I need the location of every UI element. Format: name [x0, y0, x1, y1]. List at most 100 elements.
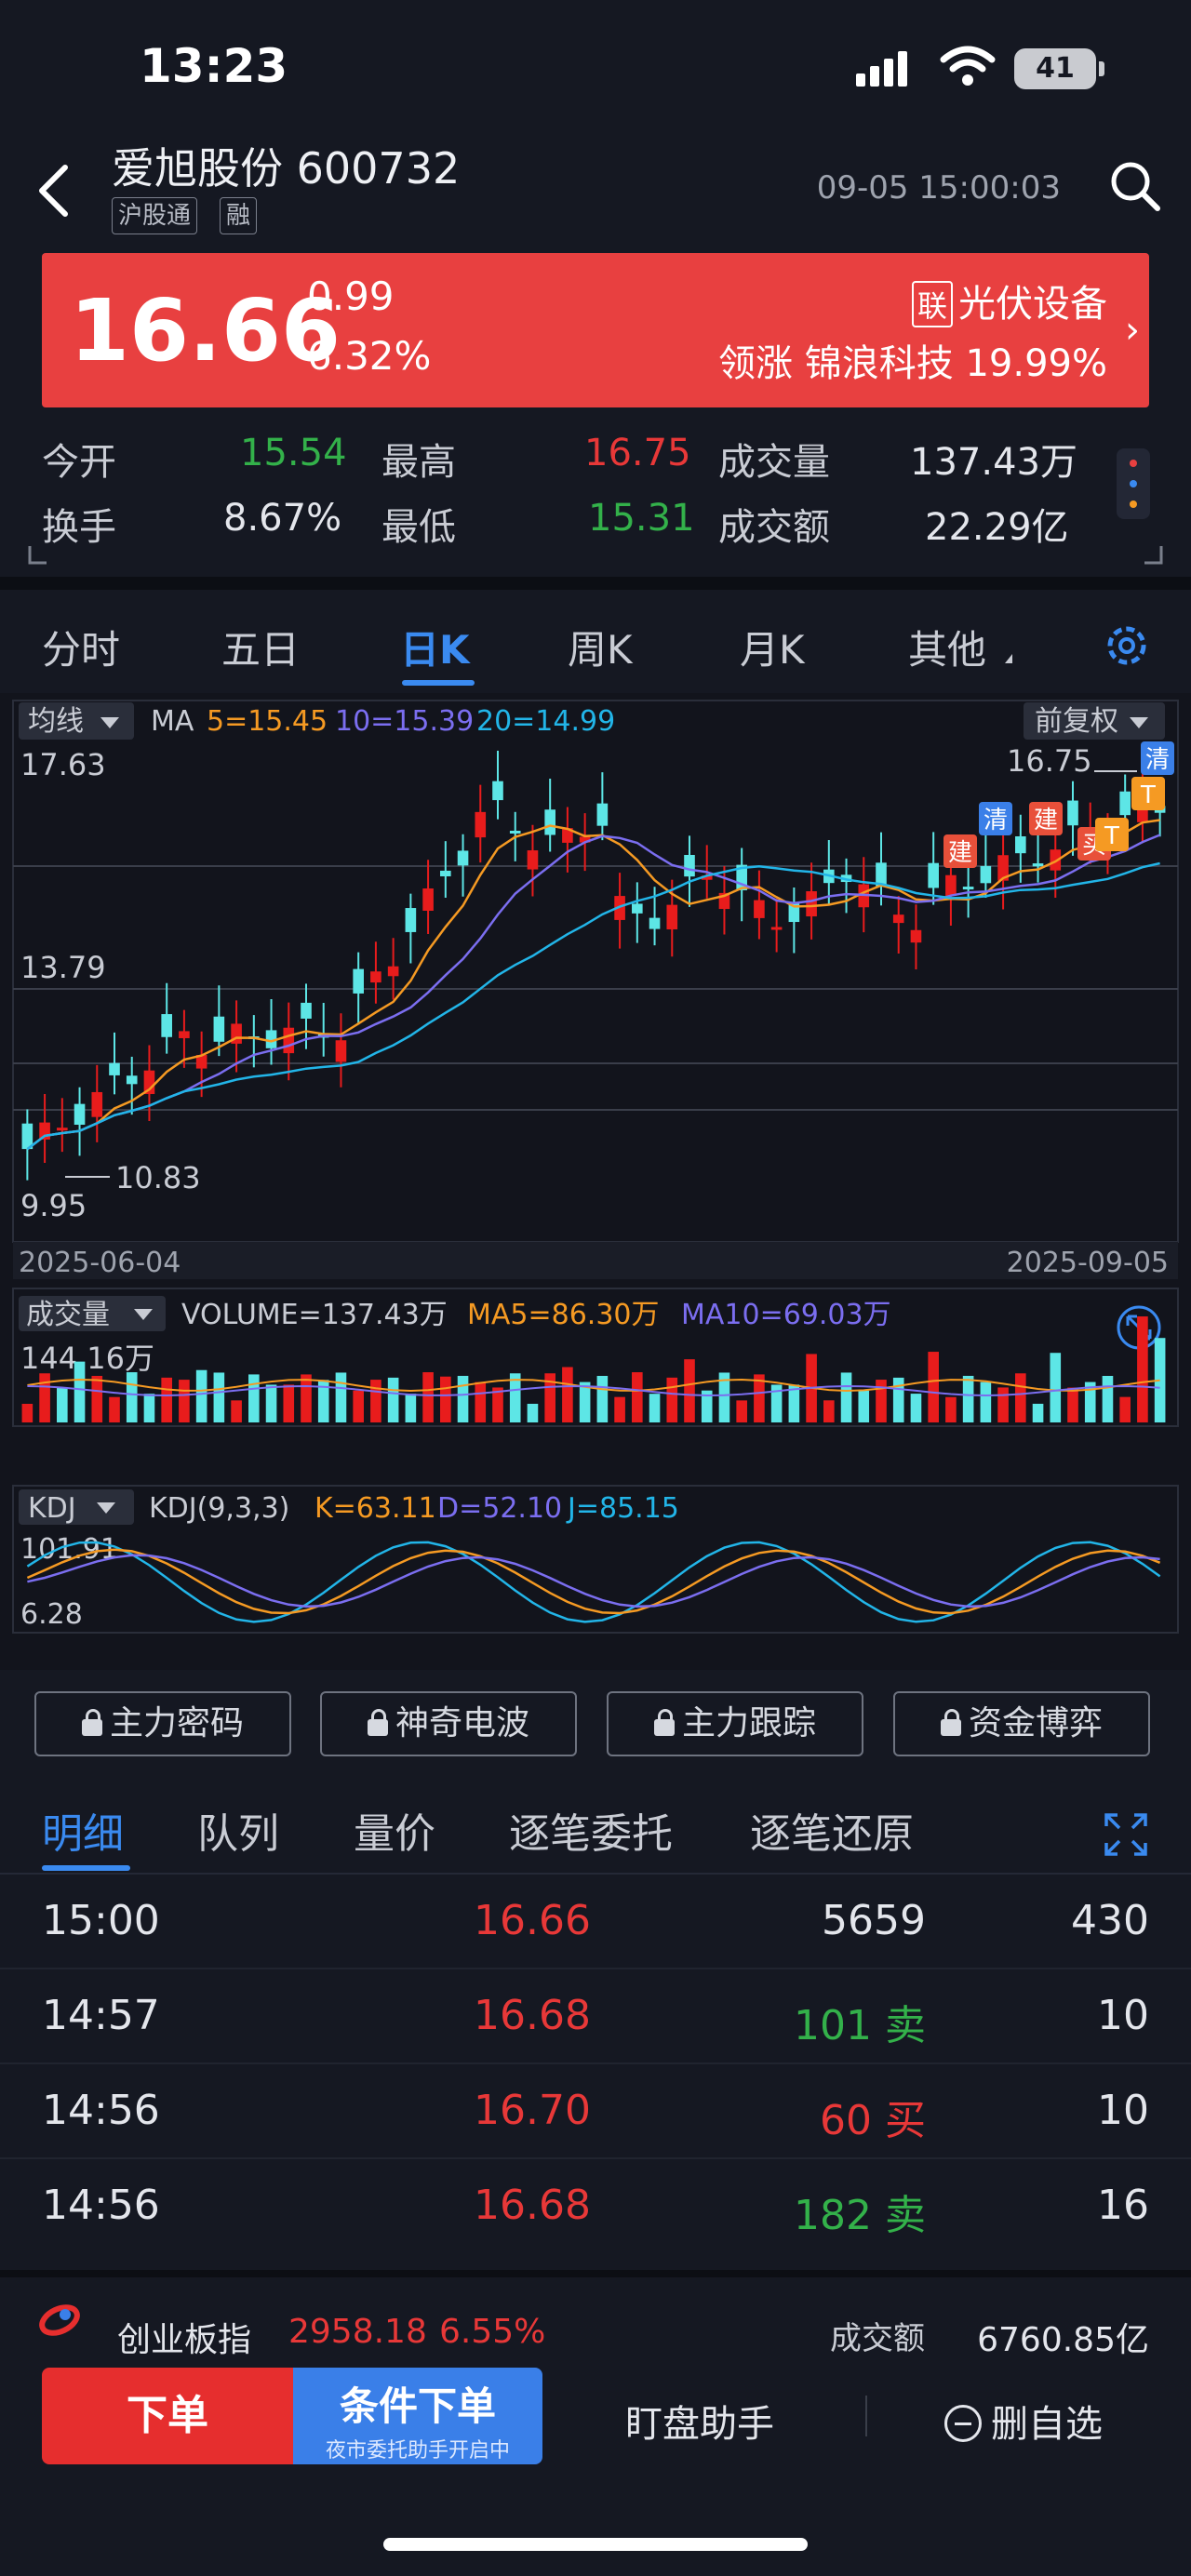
kdj-selector[interactable]	[19, 1489, 134, 1525]
divider	[0, 2270, 1191, 2277]
tab-queue[interactable]: 队列	[197, 1810, 279, 1858]
magic-wave-label: 神奇电波	[395, 1704, 529, 1742]
tab-weekly-k[interactable]: 周K	[568, 627, 633, 673]
candle	[579, 836, 591, 843]
volume-bar	[109, 1396, 120, 1422]
volume-selector[interactable]	[19, 1296, 166, 1331]
last-price: 16.66	[70, 281, 341, 380]
candle	[475, 811, 487, 838]
volume-bar	[649, 1394, 661, 1422]
volume-bar	[475, 1381, 487, 1422]
candle	[527, 850, 539, 870]
volume-bar	[754, 1374, 765, 1422]
main-force-code-button[interactable]: 主力密码	[34, 1691, 291, 1756]
tab-daily-k[interactable]: 日K	[400, 627, 470, 673]
candle	[457, 850, 469, 866]
tab-tick-replay[interactable]: 逐笔还原	[750, 1810, 914, 1858]
lock-icon	[940, 1709, 961, 1736]
adjust-selector[interactable]	[1024, 702, 1165, 740]
collapse-corners[interactable]	[28, 544, 1163, 572]
expand-icon[interactable]	[1103, 1811, 1149, 1858]
trade-count: 10	[1097, 1992, 1149, 2039]
trade-direction: 买	[885, 2097, 926, 2144]
volume-top-tick: 144.16万	[20, 1341, 154, 1376]
high-marker-label: 16.75	[1007, 743, 1092, 779]
back-icon[interactable]	[28, 158, 84, 223]
dropdown-icon	[97, 1502, 115, 1514]
volume-bar	[21, 1404, 33, 1422]
main-force-track-button[interactable]: 主力跟踪	[607, 1691, 863, 1756]
conditional-order-sub: 夜市委托助手开启中	[325, 2439, 510, 2463]
volume-bar	[492, 1387, 503, 1422]
volume-bar	[231, 1400, 242, 1422]
dropdown-icon	[134, 1309, 153, 1320]
index-ticker[interactable]: 创业板指 2958.18 6.55% 成交额 6760.85亿	[0, 2296, 1191, 2370]
volume-bar	[1102, 1375, 1114, 1422]
trade-volume: 101	[794, 2002, 872, 2049]
tab-order-by-order[interactable]: 逐笔委托	[509, 1810, 673, 1858]
volume-bar	[1032, 1403, 1044, 1422]
candle	[718, 892, 730, 910]
high-value: 16.75	[584, 432, 691, 474]
high-label: 最高	[381, 441, 456, 484]
tab-five-day[interactable]: 五日	[221, 627, 301, 673]
gear-icon[interactable]	[1100, 619, 1154, 673]
sector-leader: 领涨 锦浪科技 19.99%	[718, 342, 1107, 385]
more-stats-handle[interactable]	[1117, 448, 1150, 519]
remove-watchlist-button[interactable]: 删自选	[944, 2394, 1103, 2448]
tab-volume-price[interactable]: 量价	[354, 1810, 435, 1858]
volume-value: 137.43万	[910, 441, 1077, 484]
trade-volume-sell: 101 卖	[794, 1992, 926, 2051]
volume-bar	[143, 1394, 155, 1422]
trade-volume: 182	[794, 2192, 872, 2239]
volume-value-legend: VOLUME=137.43万	[181, 1299, 448, 1331]
trade-marker	[979, 802, 1012, 835]
order-button[interactable]: 下单	[42, 2368, 293, 2464]
low-value: 15.31	[588, 497, 695, 540]
tab-detail[interactable]: 明细	[42, 1810, 124, 1858]
volume-bar	[945, 1396, 957, 1422]
trade-time: 14:57	[42, 1992, 160, 2039]
volume-bar	[440, 1376, 451, 1422]
feature-buttons: 主力密码 神奇电波 主力跟踪 资金博弈	[0, 1691, 1191, 1762]
candle	[562, 828, 573, 843]
ma-selector[interactable]	[19, 702, 134, 740]
candle	[335, 1040, 347, 1062]
conditional-order-button[interactable]: 条件下单 夜市委托助手开启中	[293, 2368, 542, 2464]
tab-other[interactable]: 其他	[908, 627, 987, 673]
candle	[980, 865, 992, 884]
open-label: 今开	[42, 441, 116, 484]
candle	[945, 874, 957, 896]
tab-intraday[interactable]: 分时	[42, 627, 121, 673]
wifi-icon	[940, 46, 996, 86]
volume-bar	[892, 1377, 904, 1422]
volume-bar	[684, 1359, 695, 1422]
candle	[544, 809, 555, 835]
ma5-legend: 5=15.45	[207, 705, 328, 738]
volume-bar	[317, 1380, 329, 1422]
price-banner[interactable]: 16.66 0.99 6.32% 联光伏设备 领涨 锦浪科技 19.99% ›	[42, 253, 1149, 407]
fund-game-label: 资金博弈	[968, 1704, 1103, 1742]
search-icon[interactable]	[1107, 158, 1163, 214]
ma-selector-label: 均线	[28, 705, 84, 738]
chevron-right-icon[interactable]: ›	[1125, 309, 1140, 352]
sector-name: 光伏设备	[958, 283, 1107, 326]
kdj-k: K=63.11	[314, 1492, 436, 1525]
trade-volume: 5659	[822, 1897, 926, 1944]
table-row: 14:56 16.68 182 卖 16	[0, 2159, 1191, 2254]
volume-bar	[701, 1390, 713, 1422]
trade-price: 16.68	[474, 2182, 591, 2229]
watch-helper-button[interactable]: 盯盘助手	[625, 2403, 774, 2446]
price-change: 0.99	[307, 274, 395, 319]
kline-chart[interactable]: 均线 MA 5=15.45 10=15.39 20=14.99 前复权 17.6…	[0, 693, 1191, 1670]
volume-panel-frame	[12, 1288, 1179, 1427]
low-label: 最低	[381, 506, 456, 549]
volume-bar	[265, 1384, 277, 1422]
fund-game-button[interactable]: 资金博弈	[893, 1691, 1150, 1756]
caret-icon	[1005, 654, 1012, 663]
magic-wave-button[interactable]: 神奇电波	[320, 1691, 577, 1756]
sector-link[interactable]: 联光伏设备	[911, 274, 1107, 327]
tab-monthly-k[interactable]: 月K	[740, 627, 805, 673]
volume-bar	[1015, 1373, 1026, 1422]
volume-bar	[1154, 1338, 1166, 1422]
